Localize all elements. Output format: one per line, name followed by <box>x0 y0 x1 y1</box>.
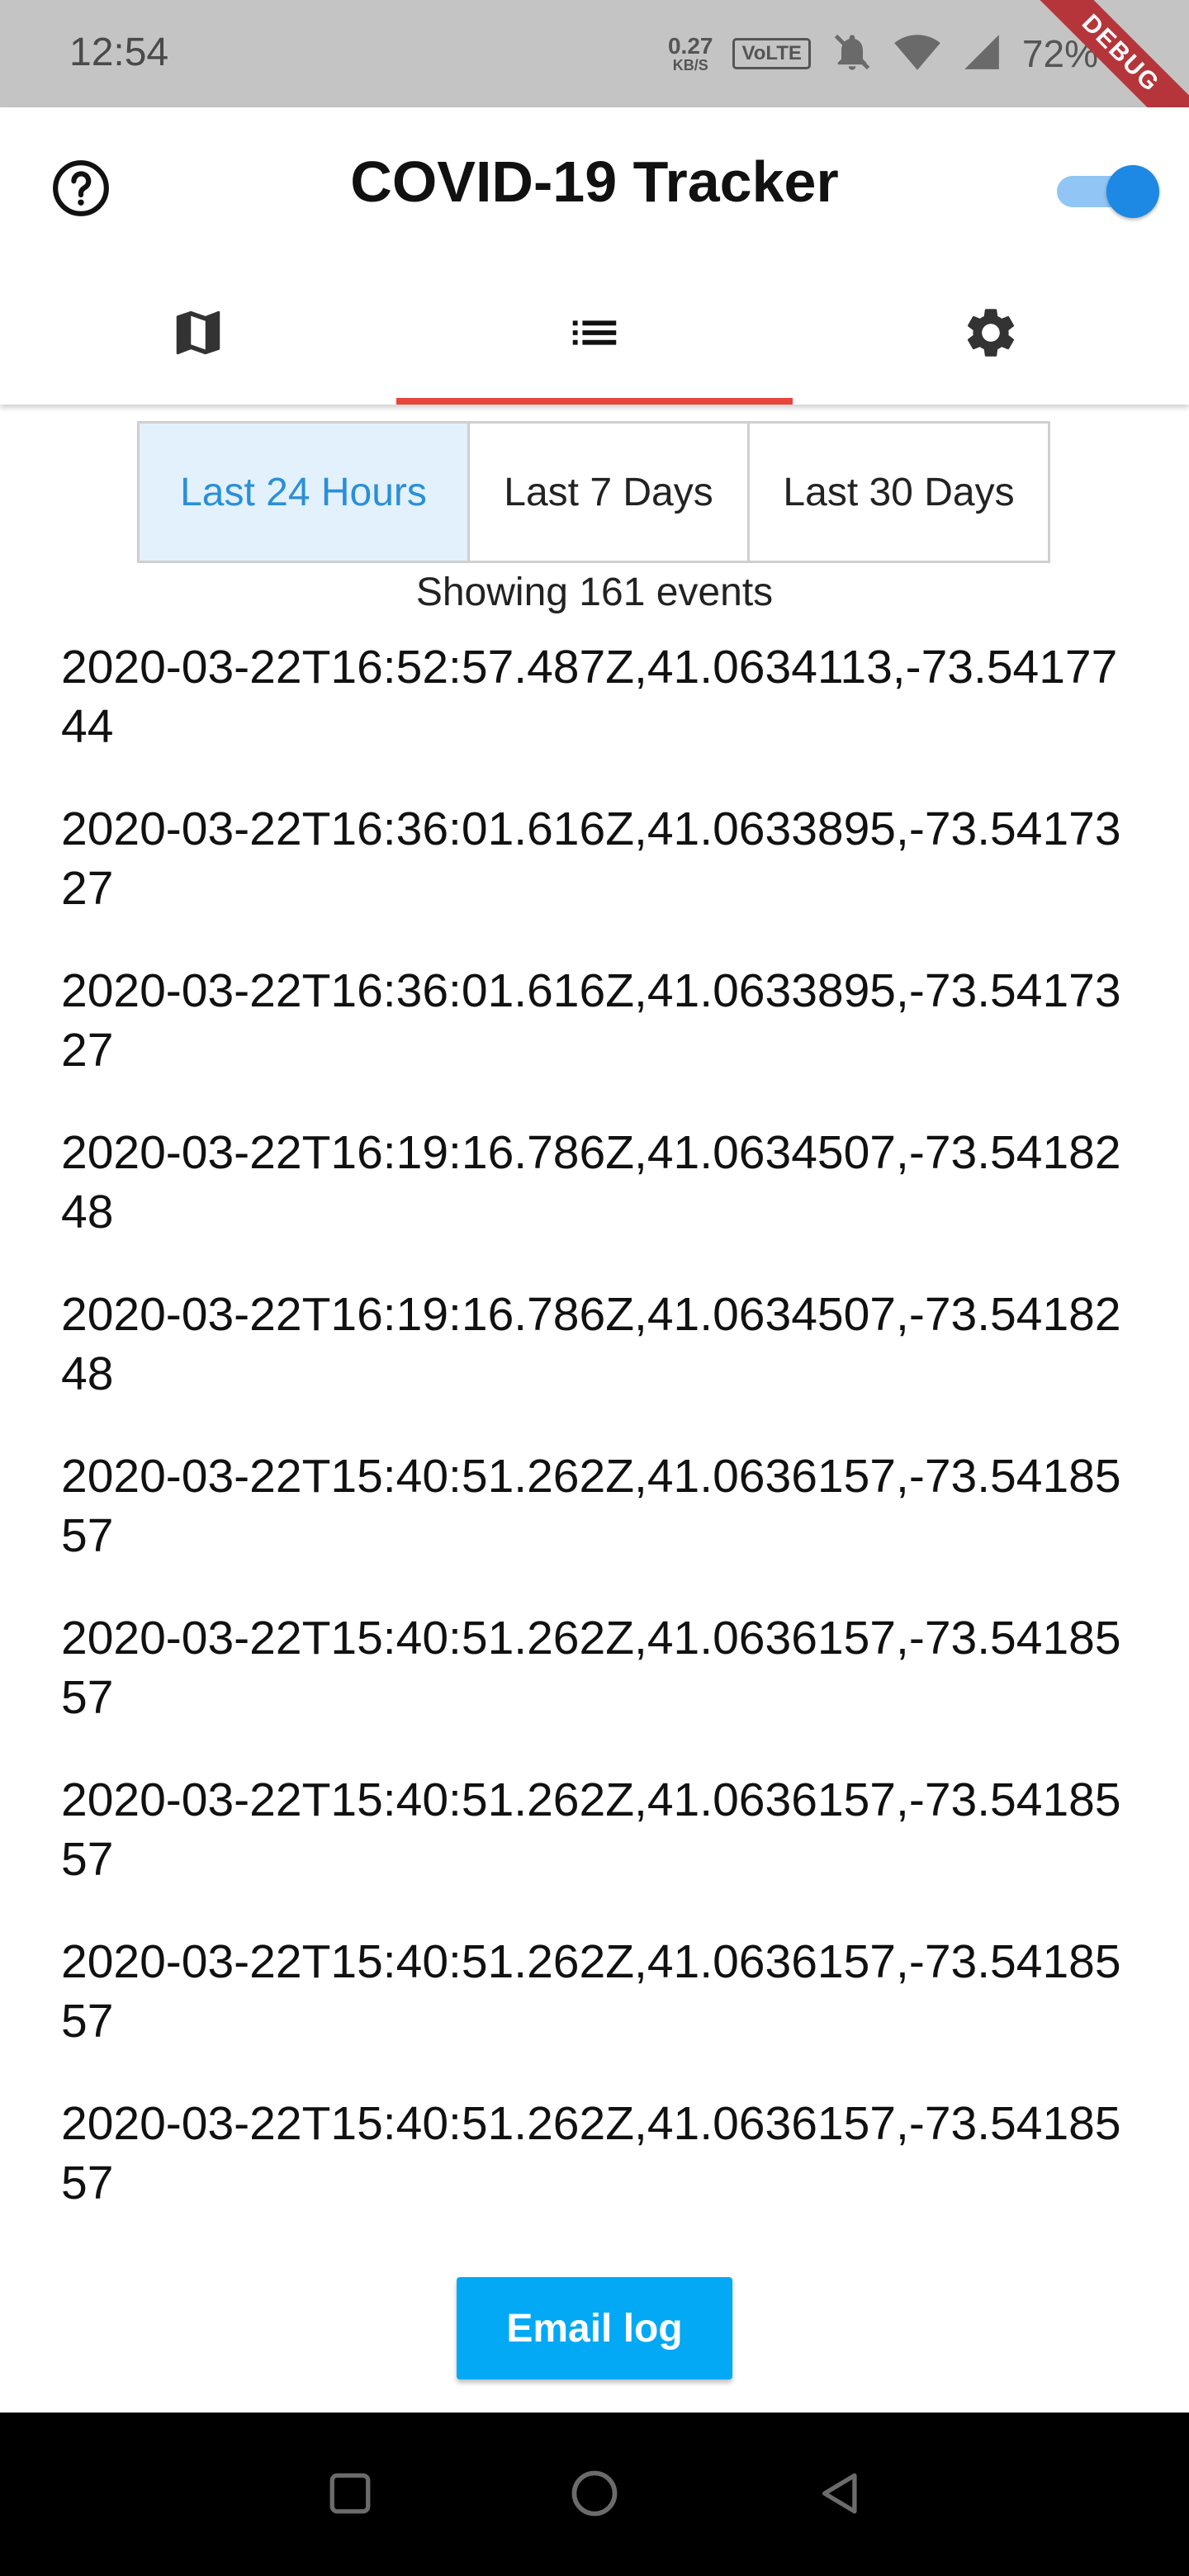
range-last-30-days[interactable]: Last 30 Days <box>747 424 1048 561</box>
tracking-toggle[interactable] <box>1054 159 1161 221</box>
list-item: 2020-03-22T15:40:51.262Z,41.0636157,-73.… <box>61 1612 1121 1724</box>
status-time: 12:54 <box>69 31 169 74</box>
help-button[interactable] <box>46 155 116 225</box>
tab-map[interactable] <box>0 264 396 405</box>
mute-bell-icon <box>831 31 874 78</box>
settings-gear-icon <box>961 303 1021 367</box>
volte-badge: VoLTE <box>732 38 811 69</box>
email-log-button[interactable]: Email log <box>457 2277 732 2379</box>
home-button[interactable] <box>553 2454 636 2536</box>
range-last-24-hours[interactable]: Last 24 Hours <box>140 424 467 561</box>
recents-button[interactable] <box>309 2454 391 2536</box>
help-circle-icon <box>50 158 111 223</box>
back-button[interactable] <box>799 2454 882 2536</box>
log-list: 2020-03-22T16:52:57.487Z,41.0634113,-73.… <box>61 637 1135 2256</box>
map-icon <box>169 304 227 366</box>
app-bar: COVID-19 Tracker <box>0 107 1189 405</box>
net-speed-unit: KB/S <box>672 57 708 73</box>
signal-icon <box>961 31 1002 77</box>
tab-list[interactable] <box>396 264 793 405</box>
status-icons: 0.27 KB/S VoLTE 72% <box>668 25 1098 83</box>
net-speed-value: 0.27 <box>667 33 713 59</box>
list-icon <box>566 304 623 366</box>
list-item: 2020-03-22T15:40:51.262Z,41.0636157,-73.… <box>61 2097 1121 2209</box>
list-item: 2020-03-22T15:40:51.262Z,41.0636157,-73.… <box>61 1935 1121 2048</box>
list-item: 2020-03-22T15:40:51.262Z,41.0636157,-73.… <box>61 1450 1121 1562</box>
time-range-selector: Last 24 Hours Last 7 Days Last 30 Days <box>137 421 1050 563</box>
list-item: 2020-03-22T16:52:57.487Z,41.0634113,-73.… <box>61 641 1118 753</box>
list-item: 2020-03-22T16:36:01.616Z,41.0633895,-73.… <box>61 964 1121 1077</box>
tab-bar <box>0 264 1189 405</box>
net-speed: 0.27 KB/S <box>668 35 713 73</box>
list-item: 2020-03-22T16:19:16.786Z,41.0634507,-73.… <box>61 1288 1121 1400</box>
recents-square-icon <box>326 2469 374 2522</box>
wifi-icon <box>893 31 941 77</box>
back-triangle-icon <box>817 2469 865 2522</box>
home-circle-icon <box>569 2468 620 2523</box>
event-count: Showing 161 events <box>415 571 774 614</box>
system-nav-bar <box>0 2413 1189 2576</box>
list-item: 2020-03-22T15:40:51.262Z,41.0636157,-73.… <box>61 1773 1121 1886</box>
list-item: 2020-03-22T16:19:16.786Z,41.0634507,-73.… <box>61 1126 1121 1238</box>
toggle-thumb <box>1106 165 1159 218</box>
tab-settings[interactable] <box>793 264 1189 405</box>
list-item: 2020-03-22T16:36:01.616Z,41.0633895,-73.… <box>61 803 1121 915</box>
app-title: COVID-19 Tracker <box>350 149 839 214</box>
status-bar: 12:54 0.27 KB/S VoLTE 72% DEBUG <box>0 0 1189 152</box>
range-last-7-days[interactable]: Last 7 Days <box>467 424 747 561</box>
